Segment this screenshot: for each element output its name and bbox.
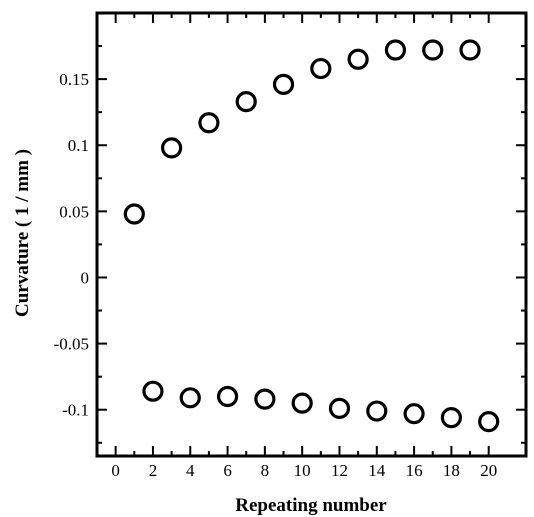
x-tick-label: 12 xyxy=(331,461,348,480)
plot-frame xyxy=(95,11,528,458)
y-tick-label: 0.1 xyxy=(68,136,89,155)
tick-labels: 0 2 4 6 8 10 12 14 16 18 20 -0.1 -0.05 0 0.05 0.1 0.15 xyxy=(54,70,498,480)
data-point xyxy=(235,90,257,113)
data-point xyxy=(254,388,276,410)
x-tick-label: 20 xyxy=(480,461,497,480)
data-point xyxy=(459,39,481,61)
data-point xyxy=(403,403,425,425)
y-tick-label: 0.05 xyxy=(59,202,89,221)
data-point xyxy=(328,397,351,419)
data-point xyxy=(310,57,332,80)
data-point xyxy=(384,39,407,61)
y-axis-title: Curvature ( 1 / mm ) xyxy=(12,149,33,317)
data-point xyxy=(440,407,462,429)
x-tick-label: 10 xyxy=(294,461,311,480)
x-tick-label: 16 xyxy=(406,461,423,480)
data-point xyxy=(291,392,313,414)
data-point xyxy=(123,203,145,225)
x-tick-label: 4 xyxy=(186,461,195,480)
data-point xyxy=(272,73,295,96)
data-point xyxy=(179,387,201,409)
data-point xyxy=(216,385,239,408)
axis-ticks xyxy=(97,13,526,456)
x-tick-label: 2 xyxy=(149,461,158,480)
x-tick-label: 6 xyxy=(223,461,232,480)
data-point xyxy=(347,48,369,70)
x-tick-label: 0 xyxy=(111,461,120,480)
data-points xyxy=(123,39,500,433)
y-tick-label: 0 xyxy=(81,268,90,287)
data-point xyxy=(198,112,220,134)
y-tick-label: -0.05 xyxy=(54,335,89,354)
data-point xyxy=(161,137,183,159)
data-point xyxy=(366,400,388,422)
data-point xyxy=(142,380,164,402)
x-tick-label: 8 xyxy=(261,461,270,480)
x-axis-title: Repeating number xyxy=(235,495,387,516)
x-tick-label: 18 xyxy=(443,461,460,480)
data-point xyxy=(478,411,500,433)
y-tick-label: -0.1 xyxy=(62,401,89,420)
x-tick-label: 14 xyxy=(368,461,386,480)
y-tick-label: 0.15 xyxy=(59,70,89,89)
data-point xyxy=(422,39,444,61)
